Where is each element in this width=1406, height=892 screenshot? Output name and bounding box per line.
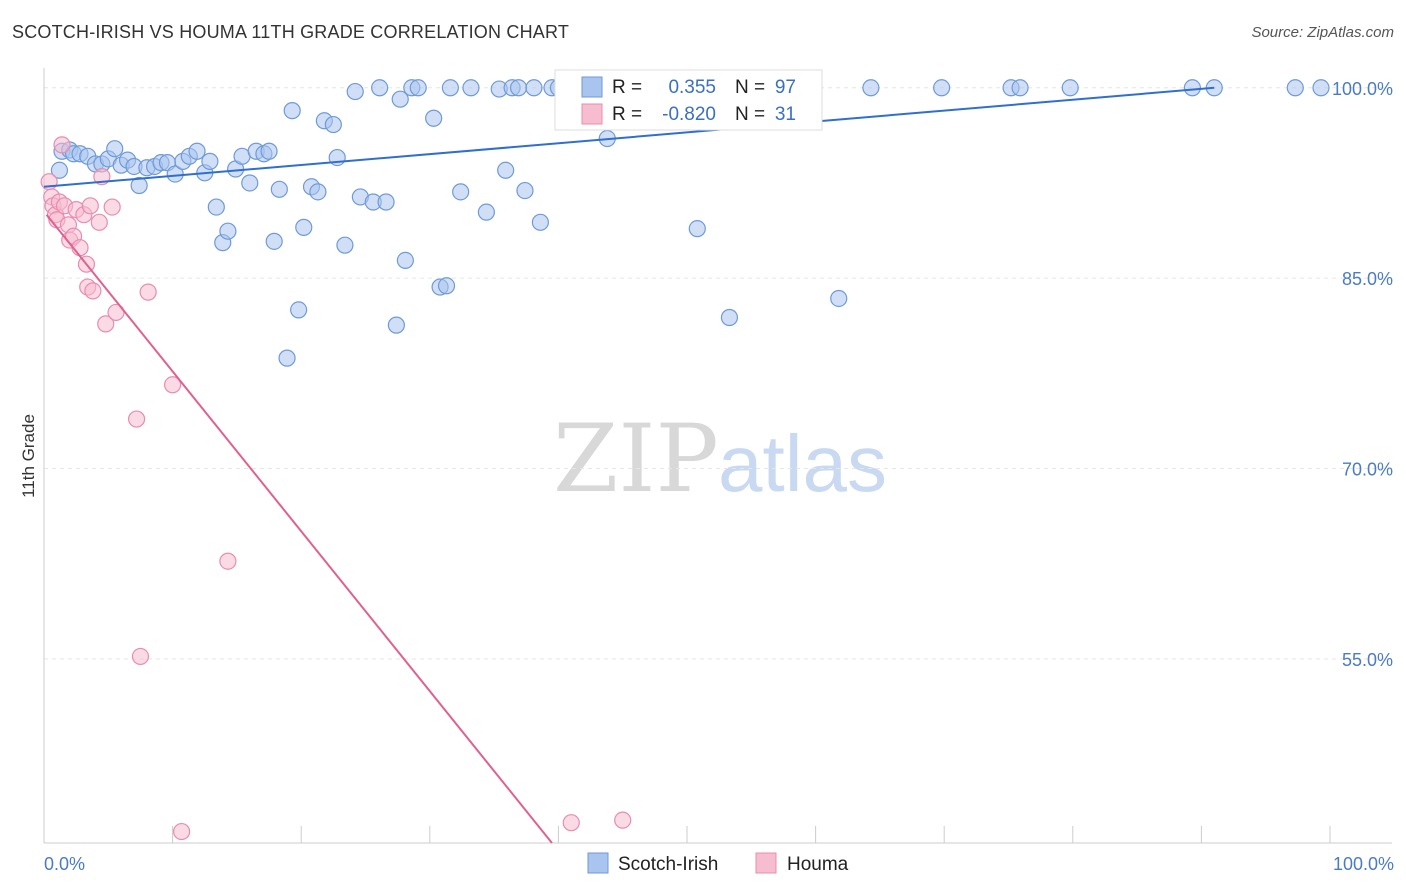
scotch-irish-point (324, 115, 342, 134)
scotch-irish-point (1061, 79, 1079, 97)
houma-point (97, 315, 115, 333)
scotch-irish-point (509, 79, 528, 97)
legend-n-value-1: 97 (775, 77, 796, 98)
watermark-zip: ZIP (553, 405, 719, 514)
bottom-legend-label-houma: Houma (787, 854, 849, 875)
watermark: ZIP atlas (553, 405, 887, 514)
scotch-irish-point (270, 180, 288, 198)
houma-point (127, 410, 146, 428)
scotch-irish-trend-line (43, 86, 1215, 188)
bottom-legend-swatch-houma (755, 852, 777, 874)
scotch-irish-point (391, 90, 409, 108)
chart-source: Source: ZipAtlas.com (1251, 24, 1394, 41)
houma-point (164, 376, 182, 394)
houma-point (219, 552, 237, 570)
series-legend: Scotch-Irish Houma (587, 852, 849, 875)
scotch-irish-point (1286, 79, 1304, 97)
houma-point (84, 282, 102, 300)
scotch-irish-point (387, 316, 405, 334)
legend-r-value-2: -0.820 (662, 104, 716, 125)
scotch-irish-point (862, 79, 880, 97)
houma-point (71, 239, 89, 257)
bottom-legend-swatch-scotch-irish (587, 852, 609, 874)
scotch-irish-point (309, 183, 327, 201)
scotch-irish-point (207, 198, 225, 216)
watermark-atlas: atlas (718, 419, 887, 508)
axes (43, 68, 1392, 844)
scotch-irish-point (462, 79, 480, 97)
scotch-irish-point (278, 349, 296, 367)
scotch-irish-point (516, 181, 534, 200)
scotch-irish-point (452, 183, 470, 201)
legend-n-label-2: N = (735, 104, 765, 125)
houma-point (562, 814, 580, 832)
scotch-irish-point (720, 308, 739, 327)
stats-legend: R = 0.355 N = 97 R = -0.820 N = 31 (554, 69, 823, 131)
houma-point (139, 283, 157, 301)
scotch-irish-point (260, 142, 278, 160)
houma-point (103, 198, 121, 216)
scotch-irish-point (437, 277, 456, 295)
y-tick-label-3: 55.0% (1342, 650, 1393, 670)
x-tick-label-max: 100.0% (1333, 854, 1394, 874)
scotch-irish-point (933, 79, 951, 97)
x-tick-label-min: 0.0% (44, 854, 85, 874)
scotch-irish-point (497, 161, 515, 179)
legend-n-value-2: 31 (775, 104, 796, 125)
scotch-irish-point (241, 174, 259, 192)
scotch-irish-point (425, 109, 443, 127)
y-tick-label-0: 100.0% (1332, 79, 1393, 99)
legend-r-label-2: R = (612, 104, 642, 125)
houma-point (81, 197, 99, 215)
scotch-irish-point (688, 220, 706, 238)
scotch-irish-point (265, 232, 283, 250)
scotch-irish-point (201, 152, 219, 170)
legend-swatch-scotch-irish (581, 76, 603, 98)
houma-point (53, 136, 71, 154)
y-tick-label-2: 70.0% (1342, 460, 1393, 480)
scotch-irish-point (396, 251, 414, 269)
scotch-irish-point (1183, 79, 1201, 97)
scotch-irish-point (295, 218, 313, 236)
scotch-irish-point (336, 236, 354, 254)
y-axis-title: 11th Grade (19, 414, 38, 498)
houma-point (614, 811, 632, 829)
scotch-irish-point (50, 161, 69, 179)
bottom-legend-label-scotch-irish: Scotch-Irish (618, 854, 718, 875)
scotch-irish-point (188, 142, 206, 160)
scotch-irish-point (1011, 79, 1029, 97)
scotch-irish-point (531, 213, 549, 231)
scotch-irish-point (377, 193, 395, 211)
scotch-irish-point (830, 289, 848, 308)
scotch-irish-point (409, 79, 427, 97)
scotch-irish-point (106, 140, 124, 158)
houma-point (173, 822, 191, 841)
scotch-irish-point (441, 79, 459, 97)
trend-lines (43, 86, 1215, 844)
scotch-irish-point (371, 79, 389, 97)
series-houma-points (40, 136, 632, 841)
y-tick-labels: 100.0% 85.0% 70.0% 55.0% (1332, 79, 1393, 670)
scotch-irish-point (525, 79, 543, 97)
scotch-irish-point (477, 203, 495, 221)
grid (44, 87, 1392, 660)
legend-r-value-1: 0.355 (668, 77, 716, 98)
scotch-irish-point (219, 222, 237, 240)
y-tick-label-1: 85.0% (1342, 269, 1393, 289)
scotch-irish-point (283, 102, 301, 120)
scotch-irish-point (130, 176, 148, 195)
legend-r-label-1: R = (612, 77, 642, 98)
scotch-irish-point (1312, 79, 1330, 97)
houma-trend-line (45, 214, 553, 844)
scotch-irish-point (290, 301, 308, 319)
houma-point (90, 213, 108, 231)
scotch-irish-point (346, 82, 364, 101)
legend-n-label-1: N = (735, 77, 765, 98)
chart-title: SCOTCH-IRISH VS HOUMA 11TH GRADE CORRELA… (12, 22, 570, 42)
legend-swatch-houma (581, 103, 603, 125)
houma-point (131, 647, 150, 666)
